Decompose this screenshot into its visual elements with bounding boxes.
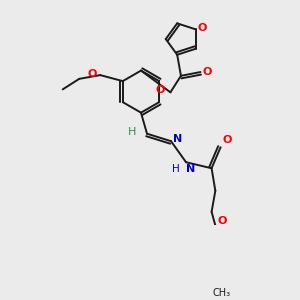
Text: H: H (172, 164, 180, 175)
Text: N: N (186, 164, 195, 175)
Text: O: O (218, 216, 227, 226)
Text: CH₃: CH₃ (212, 288, 230, 298)
Text: O: O (87, 69, 97, 79)
Text: O: O (222, 135, 232, 145)
Text: O: O (155, 85, 164, 95)
Text: O: O (203, 67, 212, 77)
Text: O: O (198, 23, 207, 33)
Text: H: H (128, 127, 136, 137)
Text: N: N (173, 134, 182, 144)
